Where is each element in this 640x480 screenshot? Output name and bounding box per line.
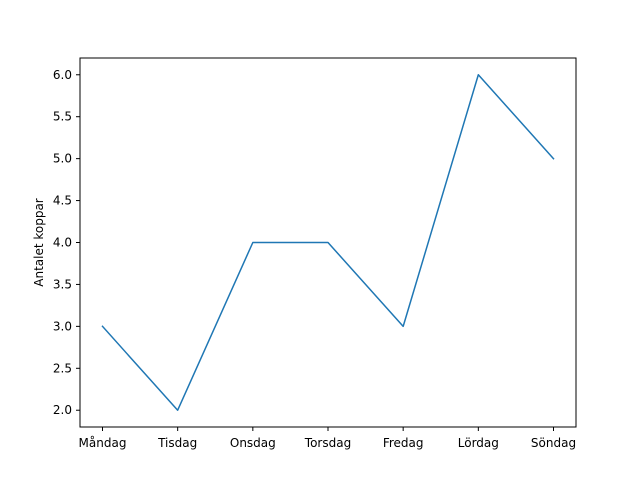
x-tick-label: Onsdag (230, 436, 276, 450)
y-tick-label: 2.0 (53, 403, 72, 417)
y-tick-label: 2.5 (53, 361, 72, 375)
x-tick-label: Söndag (531, 436, 576, 450)
series-layer (101, 74, 555, 411)
plot-frame (79, 57, 577, 428)
y-tick-label: 6.0 (53, 68, 72, 82)
y-tick-label: 4.0 (53, 236, 72, 250)
y-tick-label: 3.0 (53, 319, 72, 333)
y-axis-label: Antalet koppar (32, 198, 46, 287)
x-axis-ticks: Måndag Tisdag Onsdag Torsdag Fredag Lördag Sön… (79, 427, 576, 450)
x-tick-label: Fredag (383, 436, 424, 450)
x-tick-label: Tisdag (157, 436, 197, 450)
y-axis-ticks: 2.0 2.5 3.0 3.5 4.0 4.5 5.0 5.5 6.0 (53, 68, 80, 417)
x-tick-label: Lördag (458, 436, 499, 450)
x-tick-label: Måndag (79, 436, 127, 450)
x-tick-label: Torsdag (304, 436, 351, 450)
y-tick-label: 3.5 (53, 277, 72, 291)
y-tick-label: 5.5 (53, 110, 72, 124)
y-tick-label: 4.5 (53, 194, 72, 208)
y-tick-label: 5.0 (53, 152, 72, 166)
series-line (101, 74, 555, 411)
